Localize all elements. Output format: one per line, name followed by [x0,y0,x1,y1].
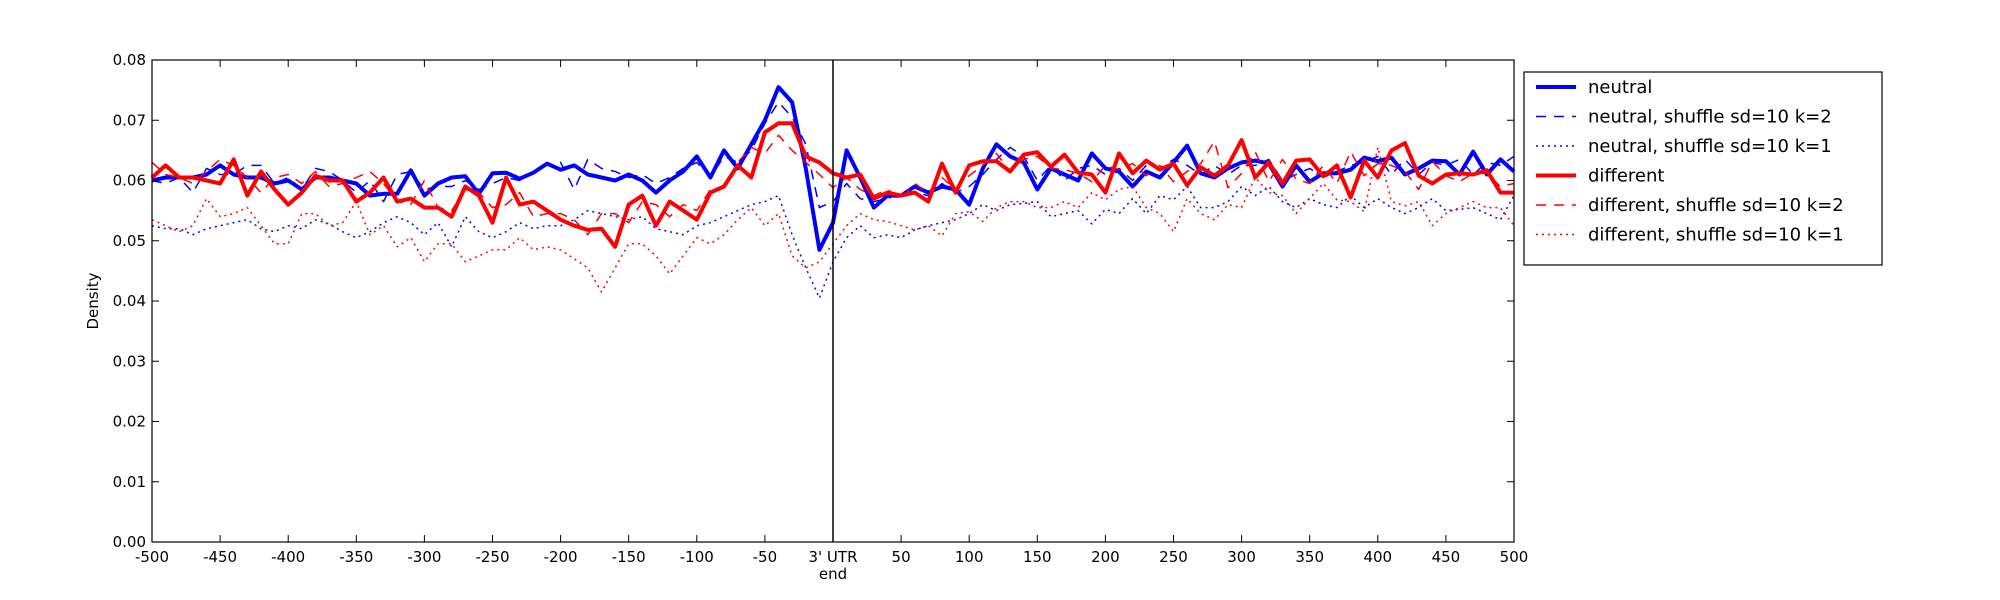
y-tick-label: 0.07 [113,111,146,129]
x-tick-label: 3' UTR [809,548,858,566]
x-tick-label: 450 [1432,548,1461,566]
y-tick-label: 0.08 [113,51,146,69]
legend-entry-5: different, shuffle sd=10 k=2 [1588,195,1844,216]
legend-entry-3: neutral, shuffle sd=10 k=1 [1588,136,1832,157]
legend-box [1523,71,1883,266]
axis-ticks: -500 -450 -400 -350 -300 -250 -200 -150 -100 -50 3… [113,51,1529,583]
x-tick-label: 400 [1363,548,1392,566]
x-tick-label: -500 [135,548,169,566]
legend-entry-4: different [1588,166,1664,187]
legend-entry-6: different, shuffle sd=10 k=1 [1588,225,1844,246]
x-tick-label: 350 [1295,548,1324,566]
x-tick-label: -250 [475,548,509,566]
legend: neutral neutral, shuffle sd=10 k=2 neutral… [1523,71,1883,266]
y-tick-label: 0.04 [113,292,146,310]
x-tick-label: 250 [1159,548,1188,566]
x-tick-label: 50 [892,548,911,566]
x-tick-sublabel: end [819,565,847,583]
x-tick-label: -450 [203,548,237,566]
y-tick-label: 0.01 [113,473,146,491]
y-tick-label: 0.02 [113,413,146,431]
x-tick-label: -350 [339,548,373,566]
x-tick-label: -400 [271,548,305,566]
x-tick-label: -100 [680,548,714,566]
y-tick-label: 0.03 [113,352,146,370]
x-tick-label: -300 [407,548,441,566]
legend-entry-2: neutral, shuffle sd=10 k=2 [1588,107,1832,128]
x-tick-label: 200 [1091,548,1120,566]
x-tick-label: -50 [753,548,778,566]
x-tick-label: 300 [1227,548,1256,566]
y-tick-label: 0.05 [113,232,146,250]
x-tick-label: -150 [612,548,646,566]
x-tick-label: 150 [1023,548,1052,566]
y-tick-label: 0.00 [113,533,146,551]
y-axis-label: Density [84,272,102,329]
x-tick-label: 100 [955,548,984,566]
x-tick-label: 500 [1500,548,1529,566]
y-tick-label: 0.06 [113,172,146,190]
series-line-3 [151,185,1515,299]
x-tick-label: -200 [544,548,578,566]
legend-entry-1: neutral [1588,77,1652,98]
